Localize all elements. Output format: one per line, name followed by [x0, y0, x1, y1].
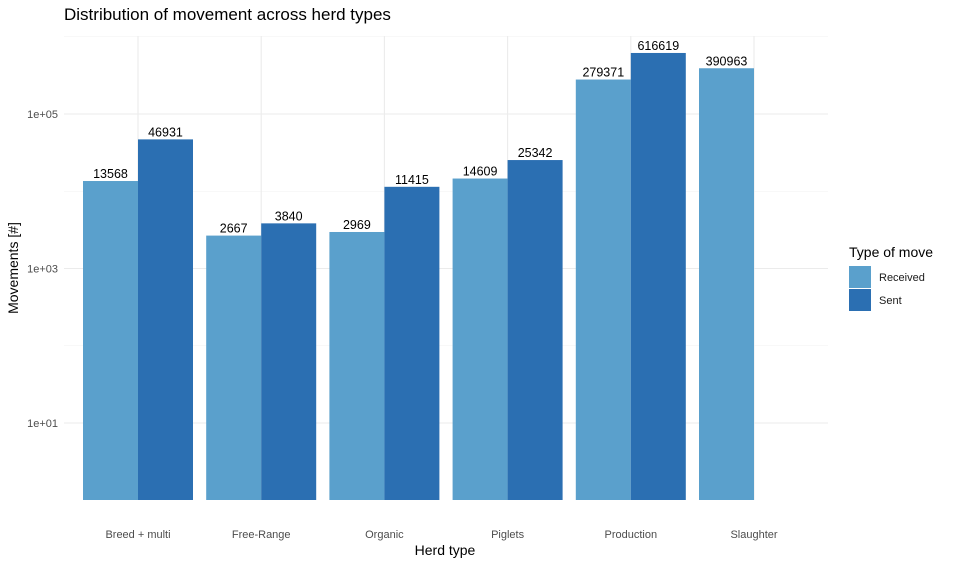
bars	[83, 52, 754, 501]
bar-sent	[507, 160, 563, 501]
x-tick-label: Free-Range	[232, 529, 291, 541]
bar-value-label: 616619	[637, 39, 679, 53]
x-tick-label: Slaughter	[730, 529, 777, 541]
legend-items: Received Sent	[849, 266, 925, 311]
x-tick-label: Organic	[365, 529, 404, 541]
bar-value-label: 3840	[275, 209, 303, 223]
bar-value-label: 11415	[395, 173, 429, 187]
bar-sent	[261, 223, 317, 500]
bar-value-label: 279371	[582, 66, 624, 80]
bar-value-label: 14609	[463, 165, 498, 179]
y-axis-ticks: 1e+01 1e+03 1e+05	[27, 109, 58, 430]
bar-value-label: 25342	[518, 146, 553, 160]
x-tick-label: Breed + multi	[105, 529, 170, 541]
bar-sent	[138, 139, 193, 500]
bar-received	[329, 231, 385, 501]
chart-title: Distribution of movement across herd typ…	[64, 5, 391, 24]
y-tick-label: 1e+05	[27, 109, 58, 121]
x-axis-ticks: Breed + multi Free-Range Organic Piglets Pro…	[105, 529, 777, 541]
legend: Type of move Received Sent	[849, 244, 933, 311]
bar-received	[575, 79, 631, 500]
y-tick-label: 1e+01	[27, 418, 58, 430]
legend-label-received: Received	[879, 272, 925, 284]
bar-received	[83, 181, 138, 500]
y-axis-title: Movements [#]	[5, 222, 21, 314]
legend-title: Type of move	[849, 244, 933, 260]
x-tick-label: Production	[605, 529, 658, 541]
x-axis-title: Herd type	[415, 542, 476, 558]
bar-value-labels: 13568 2667 2969 14609 279371 390963 46931 3840 1…	[93, 39, 747, 236]
legend-swatch-sent	[849, 289, 871, 311]
bar-value-label: 13568	[93, 167, 128, 181]
bar-received	[699, 68, 754, 501]
bar-value-label: 2969	[343, 218, 371, 232]
bar-sent	[630, 52, 686, 501]
bar-value-label: 390963	[706, 54, 748, 68]
legend-label-sent: Sent	[879, 295, 902, 307]
legend-swatch-received	[849, 266, 871, 288]
bar-value-label: 46931	[148, 125, 183, 139]
bar-received	[206, 235, 262, 500]
y-tick-label: 1e+03	[27, 264, 58, 276]
bar-sent	[384, 186, 440, 500]
bar-value-label: 2667	[220, 222, 248, 236]
bar-received	[452, 178, 508, 500]
x-tick-label: Piglets	[491, 529, 525, 541]
